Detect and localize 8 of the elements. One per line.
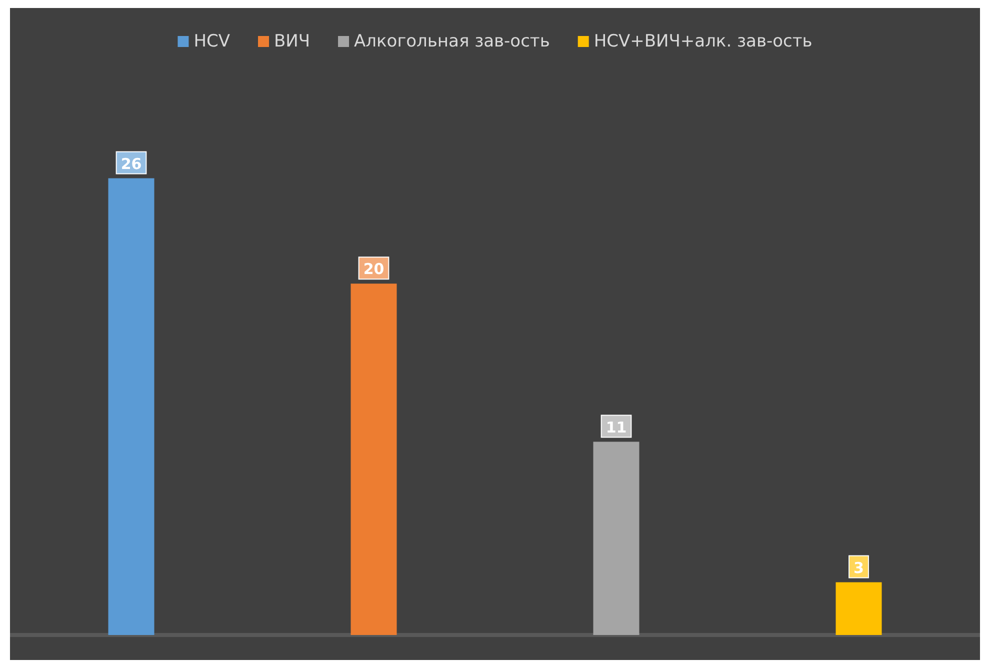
legend-label: ВИЧ	[274, 32, 310, 52]
legend-label: HCV+ВИЧ+алк. зав-ость	[594, 32, 812, 52]
data-label: 26	[120, 154, 142, 173]
data-label: 11	[606, 418, 627, 436]
data-label: 3	[854, 558, 864, 577]
legend-label: HCV	[194, 32, 230, 52]
legend-label: Алкогольная зав-ость	[354, 32, 550, 52]
data-label: 20	[363, 260, 384, 278]
